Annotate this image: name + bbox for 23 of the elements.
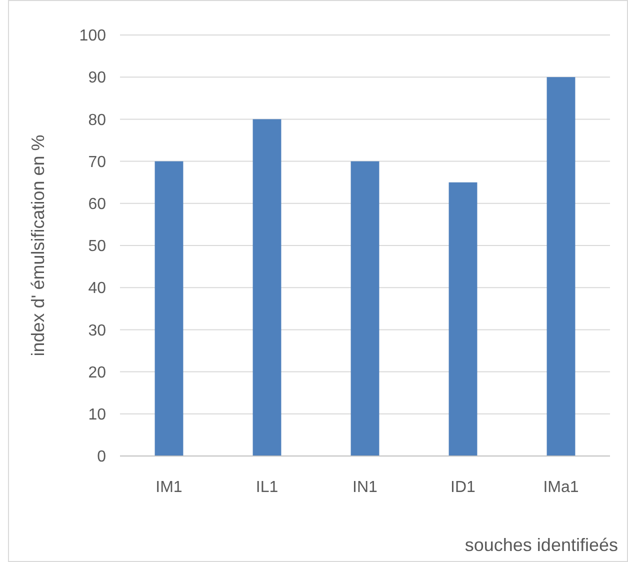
bar — [546, 77, 576, 456]
y-tick-label: 80 — [88, 112, 106, 129]
y-tick-label: 100 — [79, 28, 106, 45]
bar — [448, 182, 478, 456]
y-tick-label: 40 — [88, 280, 106, 298]
y-axis-title: index d' émulsification en % — [28, 134, 48, 356]
y-tick-label: 0 — [97, 448, 106, 466]
y-tick-label: 10 — [88, 406, 106, 424]
y-tick-label: 90 — [88, 70, 106, 87]
y-tick-label: 20 — [88, 364, 106, 382]
bar — [252, 119, 282, 456]
x-tick-label: IM1 — [156, 479, 182, 496]
x-tick-label: IN1 — [352, 479, 378, 496]
x-tick-label: ID1 — [450, 479, 476, 496]
y-tick-label: 30 — [88, 322, 106, 340]
x-tick-label: IL1 — [256, 479, 278, 496]
y-tick-label: 70 — [88, 154, 106, 171]
y-tick-label: 60 — [88, 196, 106, 213]
bar — [154, 161, 184, 456]
bar — [350, 161, 380, 456]
x-tick-label: IMa1 — [543, 479, 579, 496]
y-tick-label: 50 — [88, 238, 106, 256]
x-axis-title: souches identifieés — [464, 535, 618, 555]
